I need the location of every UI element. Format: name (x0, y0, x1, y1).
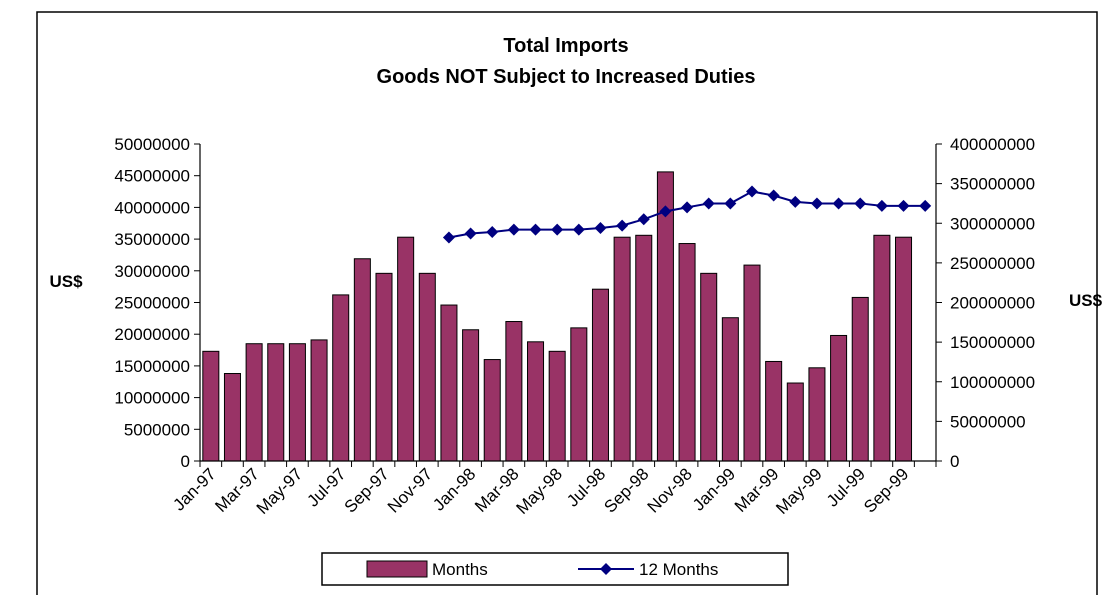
y2-tick-label: 200000000 (950, 294, 1035, 313)
legend-marker-12-months (600, 563, 612, 575)
y2-tick-label: 350000000 (950, 175, 1035, 194)
y-tick-label: 50000000 (114, 135, 190, 154)
bar-months (332, 294, 350, 462)
point-12-months (551, 223, 564, 236)
y-axis: 0 5000000 10000000 15000000 20000000 25000000… (114, 135, 201, 471)
y-axis-label: US$ (49, 272, 83, 291)
bar-months (202, 350, 220, 462)
point-12-months (832, 197, 845, 210)
bar-months (375, 272, 393, 462)
bar-months (873, 234, 891, 462)
bar-months (743, 264, 761, 462)
y-tick-label: 5000000 (124, 420, 190, 439)
point-12-months (572, 223, 585, 236)
chart-subtitle: Goods NOT Subject to Increased Duties (377, 66, 756, 88)
plot-area (202, 171, 932, 462)
bar-months (440, 304, 458, 462)
bar-months (397, 236, 415, 462)
bar-months (635, 234, 653, 462)
y2-tick-label: 0 (950, 452, 959, 471)
bar-months (895, 236, 913, 462)
point-12-months (702, 197, 715, 210)
y-tick-label: 20000000 (114, 325, 190, 344)
bar-months (418, 272, 436, 462)
bar-months (830, 334, 848, 462)
point-12-months (507, 223, 520, 236)
point-12-months (767, 189, 780, 202)
point-12-months (854, 197, 867, 210)
y-tick-label: 10000000 (114, 389, 190, 408)
chart-border (36, 11, 1098, 595)
bar-months (678, 243, 696, 462)
point-12-months (789, 195, 802, 208)
bar-months (310, 339, 328, 462)
point-12-months (897, 199, 910, 212)
point-12-months (594, 222, 607, 235)
legend-swatch-months (366, 560, 428, 578)
y-tick-label: 25000000 (114, 294, 190, 313)
bar-months (288, 343, 306, 462)
bar-months (721, 317, 739, 462)
bar-months (223, 373, 241, 462)
bar-months (245, 343, 263, 462)
bar-months (267, 343, 285, 462)
bar-months (808, 367, 826, 462)
bar-months (591, 288, 609, 462)
bar-months (570, 327, 588, 462)
legend-label-months: Months (432, 560, 488, 579)
y2-tick-label: 100000000 (950, 373, 1035, 392)
point-12-months (746, 185, 758, 198)
point-12-months (486, 225, 499, 238)
y-tick-label: 15000000 (114, 357, 190, 376)
point-12-months (442, 231, 455, 244)
bar-months (765, 360, 783, 462)
y2-tick-label: 50000000 (950, 412, 1026, 431)
y2-axis: 0 50000000 100000000 150000000 200000000 2500… (935, 135, 1035, 471)
y-tick-label: 30000000 (114, 262, 190, 281)
point-12-months (659, 205, 672, 218)
bar-months (353, 258, 371, 462)
point-12-months (681, 201, 694, 214)
legend-label-12-months: 12 Months (639, 560, 718, 579)
legend: Months 12 Months (321, 552, 789, 586)
point-12-months (637, 213, 650, 226)
chart-title: Total Imports (503, 35, 628, 57)
y-tick-label: 35000000 (114, 230, 190, 249)
y-tick-label: 0 (181, 452, 190, 471)
point-12-months (724, 197, 737, 210)
bar-months (505, 321, 523, 462)
y2-tick-label: 300000000 (950, 214, 1035, 233)
point-12-months (616, 219, 629, 232)
point-12-months (810, 197, 823, 210)
point-12-months (919, 199, 932, 212)
bar-months (700, 272, 718, 462)
bar-months (613, 236, 631, 462)
y-tick-label: 45000000 (114, 167, 190, 186)
y2-tick-label: 150000000 (950, 333, 1035, 352)
bar-months (786, 382, 804, 462)
point-12-months (464, 227, 477, 240)
point-12-months (875, 199, 888, 212)
point-12-months (529, 223, 542, 236)
bar-months (548, 350, 566, 462)
bar-months (527, 341, 545, 462)
y2-tick-label: 250000000 (950, 254, 1035, 273)
bar-months (851, 296, 869, 462)
y2-tick-label: 400000000 (950, 135, 1035, 154)
bar-months (462, 329, 480, 462)
bar-months (483, 359, 501, 462)
y-tick-label: 40000000 (114, 198, 190, 217)
y2-axis-label: US$ (1069, 291, 1103, 310)
